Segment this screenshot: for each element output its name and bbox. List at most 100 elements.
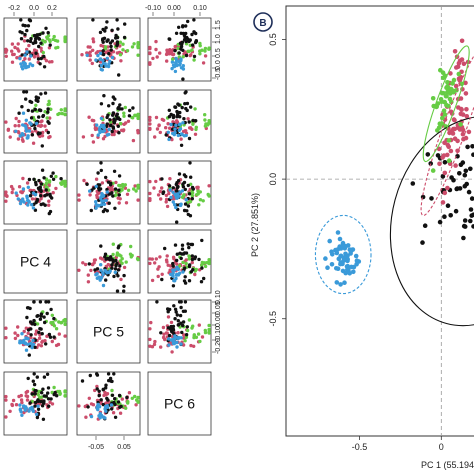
scatter-point-black	[183, 300, 188, 304]
scatter-point-red	[461, 61, 467, 67]
scatter-point-black	[466, 189, 472, 195]
scatter-point-green	[111, 252, 115, 257]
scatter-point-red	[133, 184, 137, 188]
scatter-point-black	[437, 219, 443, 225]
scatter-point-black	[106, 38, 110, 42]
scatter-point-black	[451, 177, 456, 183]
scatter-point-black	[34, 51, 38, 55]
scatter-point-blue	[101, 415, 106, 419]
scatter-point-green	[440, 70, 446, 75]
scatter-point-black	[181, 31, 185, 36]
scatter-point-black	[184, 39, 188, 44]
scatter-point-red	[4, 193, 8, 197]
scatter-point-red	[16, 47, 20, 51]
scatter-point-red	[22, 39, 27, 43]
scatter-point-red	[4, 54, 8, 58]
scatter-point-blue	[171, 268, 175, 272]
scatter-point-black	[189, 242, 193, 247]
scatter-point-red	[126, 119, 131, 124]
x-axis-label: PC 1 (55.194	[421, 460, 474, 470]
scatter-point-black	[175, 220, 179, 224]
scatter-point-blue	[26, 135, 30, 140]
scatter-point-red	[114, 180, 118, 185]
scatter-point-blue	[329, 262, 335, 267]
scatter-point-red	[10, 60, 15, 64]
scatter-point-blue	[171, 190, 175, 194]
scatter-point-black	[454, 186, 460, 192]
scatter-point-red	[445, 142, 451, 148]
scatter-point-green	[133, 394, 137, 399]
scatter-point-black	[22, 90, 26, 94]
scatter-point-blue	[169, 195, 173, 200]
scatter-point-black	[39, 56, 43, 61]
scatter-point-black	[440, 174, 446, 179]
scatter-point-black	[127, 114, 132, 118]
scatter-point-green	[442, 112, 448, 117]
scatter-point-blue	[175, 345, 179, 349]
scatter-point-green	[136, 115, 140, 119]
scatter-point-black	[110, 266, 114, 270]
scatter-point-black	[47, 121, 51, 125]
scatter-point-red	[95, 193, 99, 198]
scatter-point-blue	[30, 203, 34, 207]
y-tick-label: -0.5	[268, 311, 278, 327]
scatter-point-black	[87, 262, 92, 266]
scatter-point-green	[121, 48, 125, 52]
scatter-point-black	[29, 116, 34, 120]
scatter-point-red	[87, 115, 91, 119]
scatter-point-black	[28, 306, 32, 311]
scatter-point-green	[135, 257, 140, 261]
scatter-point-black	[183, 275, 187, 279]
scatter-point-blue	[16, 197, 20, 201]
scatter-point-black	[181, 24, 185, 28]
scatter-point-red	[168, 126, 172, 130]
scatter-point-red	[154, 39, 158, 44]
scatter-point-blue	[340, 261, 345, 267]
scatter-point-black	[116, 124, 121, 128]
scatter-point-red	[118, 411, 123, 415]
matrix-cell-frame	[3, 89, 68, 154]
scatter-point-black	[48, 43, 52, 47]
scatter-point-green	[63, 319, 67, 323]
scatter-point-black	[23, 32, 27, 37]
scatter-point-blue	[107, 62, 111, 66]
scatter-point-black	[193, 256, 197, 261]
scatter-point-black	[117, 174, 122, 178]
scatter-point-red	[16, 333, 20, 338]
scatter-point-green	[205, 261, 209, 265]
scatter-point-black	[131, 106, 135, 110]
scatter-point-green	[198, 198, 203, 202]
scatter-point-black	[33, 392, 37, 396]
scatter-point-blue	[100, 199, 104, 203]
scatter-point-black	[468, 218, 473, 224]
scatter-point-black	[30, 392, 34, 396]
scatter-point-black	[114, 114, 119, 118]
scatter-point-red	[89, 268, 93, 273]
scatter-point-blue	[96, 203, 100, 208]
scatter-point-red	[164, 200, 168, 204]
scatter-point-red	[41, 130, 45, 135]
scatter-point-green	[52, 34, 56, 39]
scatter-point-black	[43, 320, 47, 325]
scatter-point-red	[116, 196, 120, 200]
scatter-point-black	[453, 208, 459, 214]
scatter-point-red	[152, 186, 156, 190]
scatter-point-green	[458, 122, 463, 127]
scatter-point-black	[113, 397, 117, 401]
scatter-point-green	[195, 193, 199, 197]
scatter-point-blue	[323, 256, 328, 261]
scatter-point-blue	[29, 54, 33, 58]
scatter-point-blue	[102, 202, 107, 206]
x-tick-label: 0	[439, 442, 444, 452]
scatter-point-black	[42, 176, 46, 180]
scatter-point-black	[32, 372, 36, 376]
scatter-point-red	[451, 117, 457, 122]
scatter-point-red	[152, 342, 157, 347]
top-tick-label: 0.0	[29, 5, 39, 12]
scatter-point-red	[175, 120, 180, 124]
scatter-point-black	[48, 209, 53, 214]
scatter-point-red	[30, 130, 34, 134]
scatter-point-black	[471, 212, 474, 217]
scatter-point-green	[63, 109, 67, 113]
scatter-point-black	[109, 255, 113, 259]
